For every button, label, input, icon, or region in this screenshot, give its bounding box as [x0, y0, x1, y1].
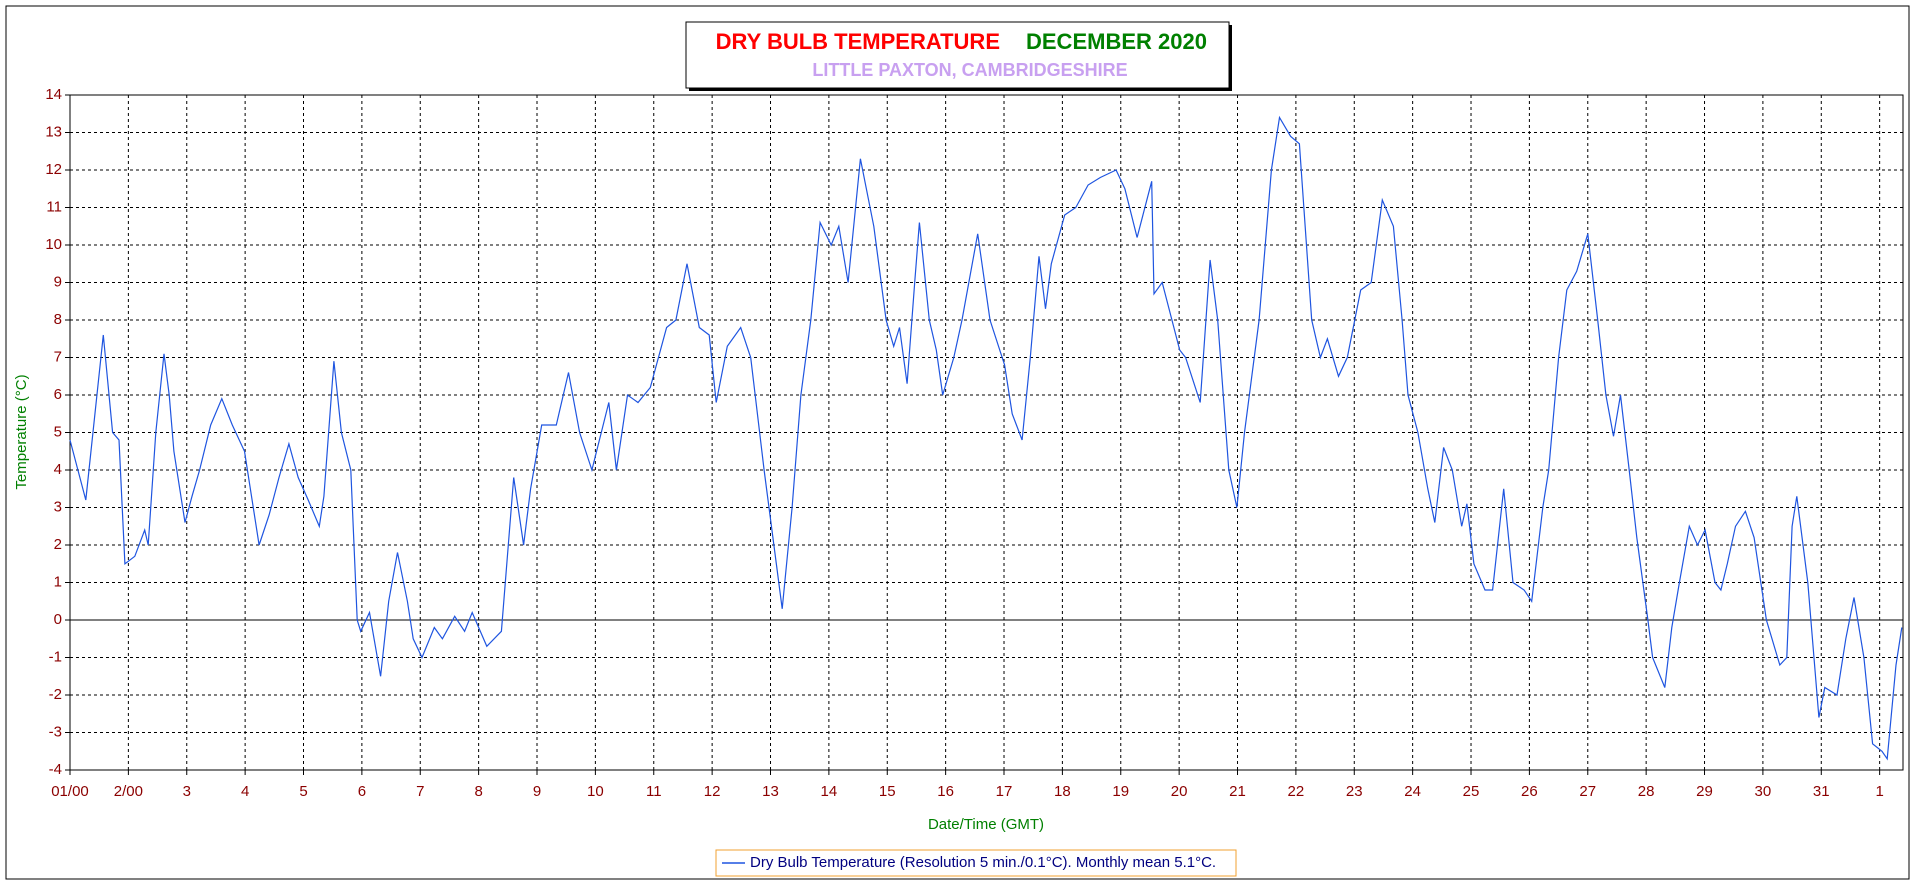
x-tick-label: 12: [704, 783, 721, 800]
legend-box: [715, 849, 1237, 877]
y-tick-label: 7: [54, 348, 62, 365]
x-tick-label: 5: [299, 783, 307, 800]
chart-title: DRY BULB TEMPERATURE: [716, 29, 1000, 54]
y-tick-label: 12: [45, 161, 62, 178]
x-tick-label: 31: [1813, 783, 1830, 800]
y-tick-label: -1: [49, 648, 62, 665]
x-tick-label: 6: [358, 783, 366, 800]
y-tick-label: 8: [54, 311, 62, 328]
x-tick-label: 10: [587, 783, 604, 800]
x-tick-label: 23: [1346, 783, 1363, 800]
x-tick-label: 14: [821, 783, 838, 800]
legend-label: Dry Bulb Temperature (Resolution 5 min./…: [750, 854, 1216, 871]
y-tick-label: 3: [54, 498, 62, 515]
x-tick-label: 22: [1288, 783, 1305, 800]
y-tick-label: -2: [49, 686, 62, 703]
data-line: [69, 115, 1903, 761]
y-tick-label: 0: [54, 611, 62, 628]
x-tick-label: 27: [1579, 783, 1596, 800]
x-tick-label: 9: [533, 783, 541, 800]
y-tick-label: 9: [54, 273, 62, 290]
x-tick-label: 26: [1521, 783, 1538, 800]
y-tick-label: 2: [54, 536, 62, 553]
x-tick-label: 13: [762, 783, 779, 800]
chart-subtitle: LITTLE PAXTON, CAMBRIDGESHIRE: [812, 60, 1127, 80]
x-tick-label: 29: [1696, 783, 1713, 800]
y-tick-label: 1: [54, 573, 62, 590]
x-tick-label: 16: [937, 783, 954, 800]
x-tick-label: 28: [1638, 783, 1655, 800]
x-tick-label: 17: [996, 783, 1013, 800]
x-tick-label: 24: [1404, 783, 1421, 800]
y-axis-label: Temperature (°C): [13, 374, 30, 489]
x-tick-label: 8: [474, 783, 482, 800]
x-axis-label: Date/Time (GMT): [928, 816, 1044, 833]
y-tick-label: 10: [45, 236, 62, 253]
y-tick-label: 4: [54, 461, 62, 478]
y-tick-label: 6: [54, 386, 62, 403]
x-tick-label: 4: [241, 783, 249, 800]
x-tick-label: 18: [1054, 783, 1071, 800]
x-tick-label: 1: [1875, 783, 1883, 800]
x-tick-label: 19: [1112, 783, 1129, 800]
x-tick-label: 01/00: [51, 783, 89, 800]
x-tick-label: 7: [416, 783, 424, 800]
x-tick-label: 3: [183, 783, 191, 800]
x-tick-label: 2/00: [114, 783, 143, 800]
y-tick-label: -4: [49, 761, 62, 778]
x-tick-label: 30: [1755, 783, 1772, 800]
x-tick-label: 21: [1229, 783, 1246, 800]
plot-area: [69, 94, 1904, 771]
x-tick-label: 25: [1463, 783, 1480, 800]
y-tick-label: 11: [46, 198, 62, 215]
y-tick-label: 5: [54, 423, 62, 440]
y-tick-label: 14: [45, 86, 62, 103]
x-tick-label: 20: [1171, 783, 1188, 800]
chart-border: [5, 5, 1910, 880]
x-tick-label: 11: [646, 783, 662, 800]
x-tick-label: 15: [879, 783, 896, 800]
y-tick-label: 13: [45, 123, 62, 140]
chart-title-date: DECEMBER 2020: [1026, 29, 1207, 54]
title-box: [685, 21, 1230, 89]
y-tick-label: -3: [49, 723, 62, 740]
